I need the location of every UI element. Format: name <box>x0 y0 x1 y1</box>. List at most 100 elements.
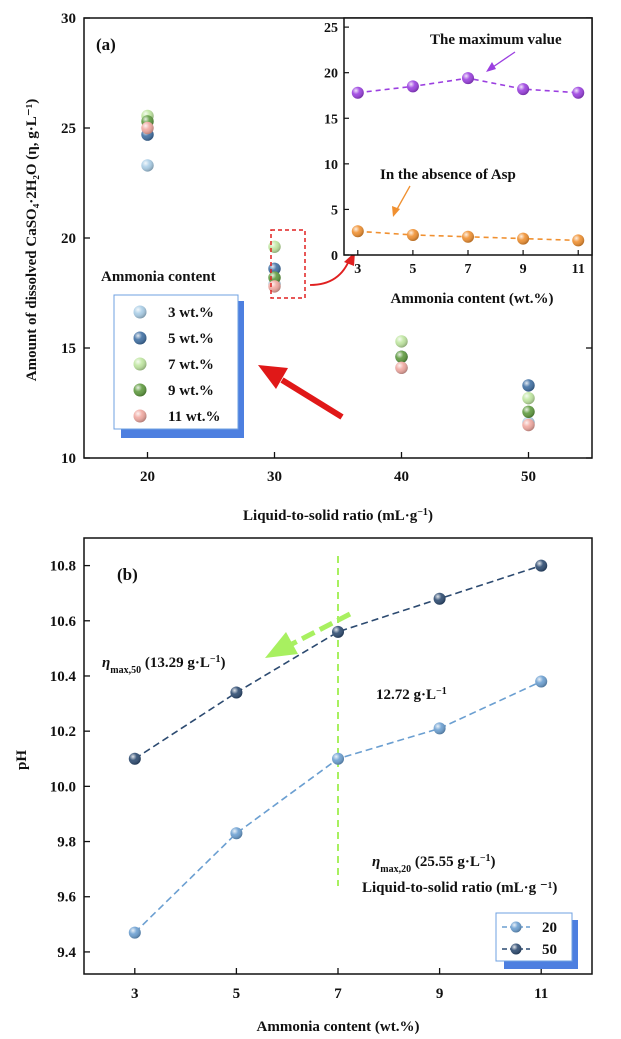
a-point-3-2-shade <box>395 350 408 363</box>
panel-a-legend-items: 3 wt.% 5 wt.% 7 wt.% 9 wt.% 11 wt.% <box>133 305 221 425</box>
inset-arrow-asp <box>395 185 411 212</box>
a-point-1-3-shade <box>522 379 535 392</box>
inset-ytick-label: 10 <box>324 158 338 173</box>
a-point-4-2 <box>395 361 408 374</box>
b-ytick-label: 9.8 <box>57 835 76 851</box>
a-point-4-3-shade <box>522 418 535 432</box>
inset-point-0-3-shade <box>517 83 530 96</box>
inset-ytick-label: 15 <box>324 112 338 127</box>
inset-point-0-2-shade <box>462 72 474 85</box>
a-point-4-1 <box>268 280 281 293</box>
a-legend-marker-2 <box>133 357 147 371</box>
inset-point-1-0 <box>351 225 364 238</box>
inset-point-0-1-shade <box>406 80 419 93</box>
a-legend-label-0: 3 wt.% <box>168 305 214 321</box>
panel-a-label: (a) <box>96 35 116 54</box>
b-series-line-1 <box>134 564 542 760</box>
inset-point-1-4-shade <box>572 234 585 247</box>
a-ytick-label: 10 <box>61 451 76 467</box>
panel-a-xlabel-main: Liquid-to-solid ratio (mL·g <box>243 508 418 524</box>
b-point-1-1 <box>230 686 243 699</box>
inset-xtick-label: 7 <box>465 262 472 277</box>
panel-b-xaxis: 3 5 7 9 11 <box>131 968 548 1002</box>
inset-point-1-0-shade <box>351 225 364 238</box>
inset-arrow-asp-head <box>392 206 400 217</box>
b-point-1-2 <box>332 625 344 638</box>
inset-point-1-3 <box>517 232 530 245</box>
b-legend-label-0: 20 <box>542 920 557 936</box>
a-ytick-label: 15 <box>61 341 76 357</box>
b-point-1-4-shade <box>535 559 548 572</box>
b-point-0-1 <box>230 827 243 840</box>
a-legend-marker-1-shade <box>133 331 147 345</box>
b-point-0-0-shade <box>128 926 141 939</box>
a-point-3-3-shade <box>522 405 535 418</box>
a-ytick-label: 20 <box>61 231 76 247</box>
inset-point-0-0-shade <box>351 86 364 99</box>
a-legend-marker-3 <box>133 383 147 397</box>
a-legend-label-3: 9 wt.% <box>168 383 214 399</box>
a-xtick-label: 20 <box>140 469 155 485</box>
a-point-2-3 <box>522 391 535 405</box>
inset-xtick-label: 3 <box>354 262 361 277</box>
b-point-1-0-shade <box>128 752 141 765</box>
b-point-0-4-shade <box>535 675 548 688</box>
b-point-0-3-shade <box>433 722 446 735</box>
inset-point-0-1 <box>406 80 419 93</box>
inset-point-0-2 <box>462 72 474 85</box>
panel-a-points <box>141 109 535 432</box>
inset-xaxis: 3 5 7 9 11 <box>354 250 585 277</box>
eta20-subscript: max,20 <box>380 864 411 875</box>
eta50-annotation: ηmax,50 (13.29 g·L−1) <box>102 654 226 676</box>
inset-point-1-3-shade <box>517 232 530 245</box>
a-ytick-label: 30 <box>61 11 76 27</box>
panel-a-legend-title: Ammonia content <box>101 269 216 285</box>
red-arrow-head <box>258 365 288 389</box>
panel-b-lines <box>128 559 548 939</box>
inset-ytick-label: 0 <box>331 249 338 264</box>
panel-a-xlabel-sup: −1 <box>417 507 428 518</box>
a-point-2-2 <box>395 335 408 348</box>
inset-point-1-1-shade <box>406 228 419 241</box>
eta50-value: (13.29 g·L <box>141 655 210 671</box>
inset-xlabel: Ammonia content (wt.%) <box>391 291 554 307</box>
panel-b-ylabel: pH <box>14 750 30 770</box>
eta20-end: ) <box>491 854 496 870</box>
a-legend-marker-0-shade <box>133 305 147 319</box>
a-point-4-1-shade <box>268 280 281 293</box>
b-xtick-label: 7 <box>334 986 342 1002</box>
eta50-subscript: max,50 <box>110 665 141 676</box>
b-ytick-label: 9.6 <box>57 890 76 906</box>
a-point-2-1-shade <box>268 240 281 253</box>
highlight-arrow <box>309 257 351 286</box>
b-point-1-1-shade <box>230 686 243 699</box>
b-point-0-1-shade <box>230 827 243 840</box>
eta20-symbol: η <box>372 854 380 870</box>
a-point-4-0-shade <box>141 121 154 135</box>
panel-a-ylabel: Amount of dissolved CaSO₄·2H₂O (η, g·L⁻¹… <box>24 99 40 381</box>
a-point-3-1-shade <box>268 271 281 284</box>
a-point-4-2-shade <box>395 361 408 374</box>
eta50-superscript: −1 <box>210 654 221 665</box>
inset: 0 5 10 15 20 25 3 5 7 9 11 Ammonia content (wt.%)… <box>324 17 593 307</box>
panel-a-xlabel-end: ) <box>428 508 433 524</box>
a-ytick-label: 25 <box>61 121 76 137</box>
b-xtick-label: 3 <box>131 986 139 1002</box>
b-legend-marker-0-shade <box>510 921 522 933</box>
mid-value: 12.72 g·L <box>376 687 436 703</box>
a-point-3-1 <box>268 271 281 284</box>
b-xtick-label: 11 <box>534 986 548 1002</box>
eta20-superscript: −1 <box>480 853 491 864</box>
b-point-1-0 <box>128 752 141 765</box>
a-legend-marker-3-shade <box>133 383 147 397</box>
inset-ytick-label: 20 <box>324 67 338 82</box>
inset-yaxis: 0 5 10 15 20 25 <box>324 21 349 264</box>
panel-b-xlabel: Ammonia content (wt.%) <box>257 1019 420 1035</box>
panel-b-yaxis: 9.4 9.6 9.8 10.0 10.2 10.4 10.6 10.8 <box>50 559 90 961</box>
a-xtick-label: 30 <box>267 469 282 485</box>
green-arrow-head <box>265 632 298 658</box>
b-point-0-4 <box>535 675 548 688</box>
